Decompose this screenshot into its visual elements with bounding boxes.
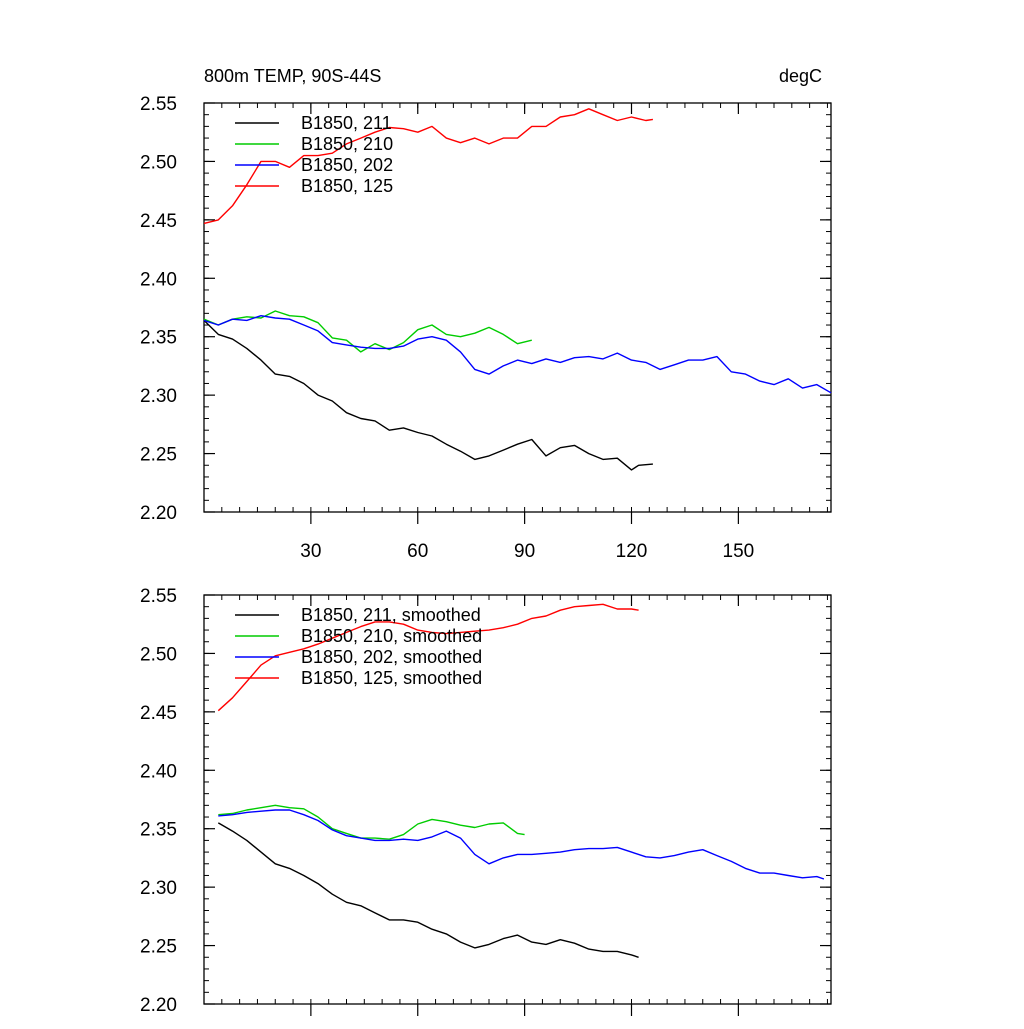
legend-label: B1850, 210, smoothed	[301, 626, 482, 646]
legend-label: B1850, 210	[301, 134, 393, 154]
legend-label: B1850, 125	[301, 176, 393, 196]
y-tick-label: 2.20	[140, 503, 177, 524]
y-tick-label: 2.55	[140, 94, 177, 115]
bottom-panel: 2.20 2.25 2.30 2.35 2.40 2.45 2.50 2.55 B1850, 2…	[140, 586, 832, 1016]
y-tick-label: 2.35	[140, 820, 177, 841]
y-tick-label: 2.30	[140, 386, 177, 407]
series-line	[218, 809, 825, 880]
x-tick-label: 150	[723, 541, 755, 562]
y-tick-label: 2.50	[140, 152, 177, 173]
y-tick-label: 2.45	[140, 703, 177, 724]
series-line	[217, 822, 639, 958]
y-tick-label: 2.40	[140, 269, 177, 290]
y-tick-label: 2.25	[140, 937, 177, 958]
y-tick-label: 2.35	[140, 328, 177, 349]
plot-frame	[203, 102, 832, 513]
y-tick-label: 2.45	[140, 211, 177, 232]
legend-label: B1850, 211	[301, 113, 392, 133]
y-tick-label: 2.30	[140, 878, 177, 899]
y-tick-label: 2.25	[140, 445, 177, 466]
legend-label: B1850, 202, smoothed	[301, 647, 482, 667]
legend-label: B1850, 202	[301, 155, 393, 175]
x-tick-label: 90	[514, 541, 535, 562]
y-tick-label: 2.55	[140, 586, 177, 607]
x-tick-label: 60	[407, 541, 428, 562]
series-line	[218, 804, 525, 840]
y-tick-label: 2.50	[140, 644, 177, 665]
left-title: 800m TEMP, 90S-44S	[204, 66, 381, 86]
y-tick-label: 2.20	[140, 995, 177, 1016]
series-line	[203, 310, 532, 353]
series-line	[217, 603, 639, 712]
right-title: degC	[779, 66, 822, 86]
x-tick-label: 120	[616, 541, 648, 562]
series-line	[203, 315, 832, 394]
legend-label: B1850, 211, smoothed	[301, 605, 481, 625]
top-panel: 2.20 2.25 2.30 2.35 2.40 2.45 2.50 2.55 30 60 90 12…	[140, 94, 832, 562]
x-tick-label: 30	[300, 541, 321, 562]
legend-label: B1850, 125, smoothed	[301, 668, 482, 688]
series-line	[203, 108, 654, 225]
series-line	[203, 319, 653, 471]
y-tick-label: 2.40	[140, 761, 177, 782]
plot-frame	[203, 594, 832, 1005]
